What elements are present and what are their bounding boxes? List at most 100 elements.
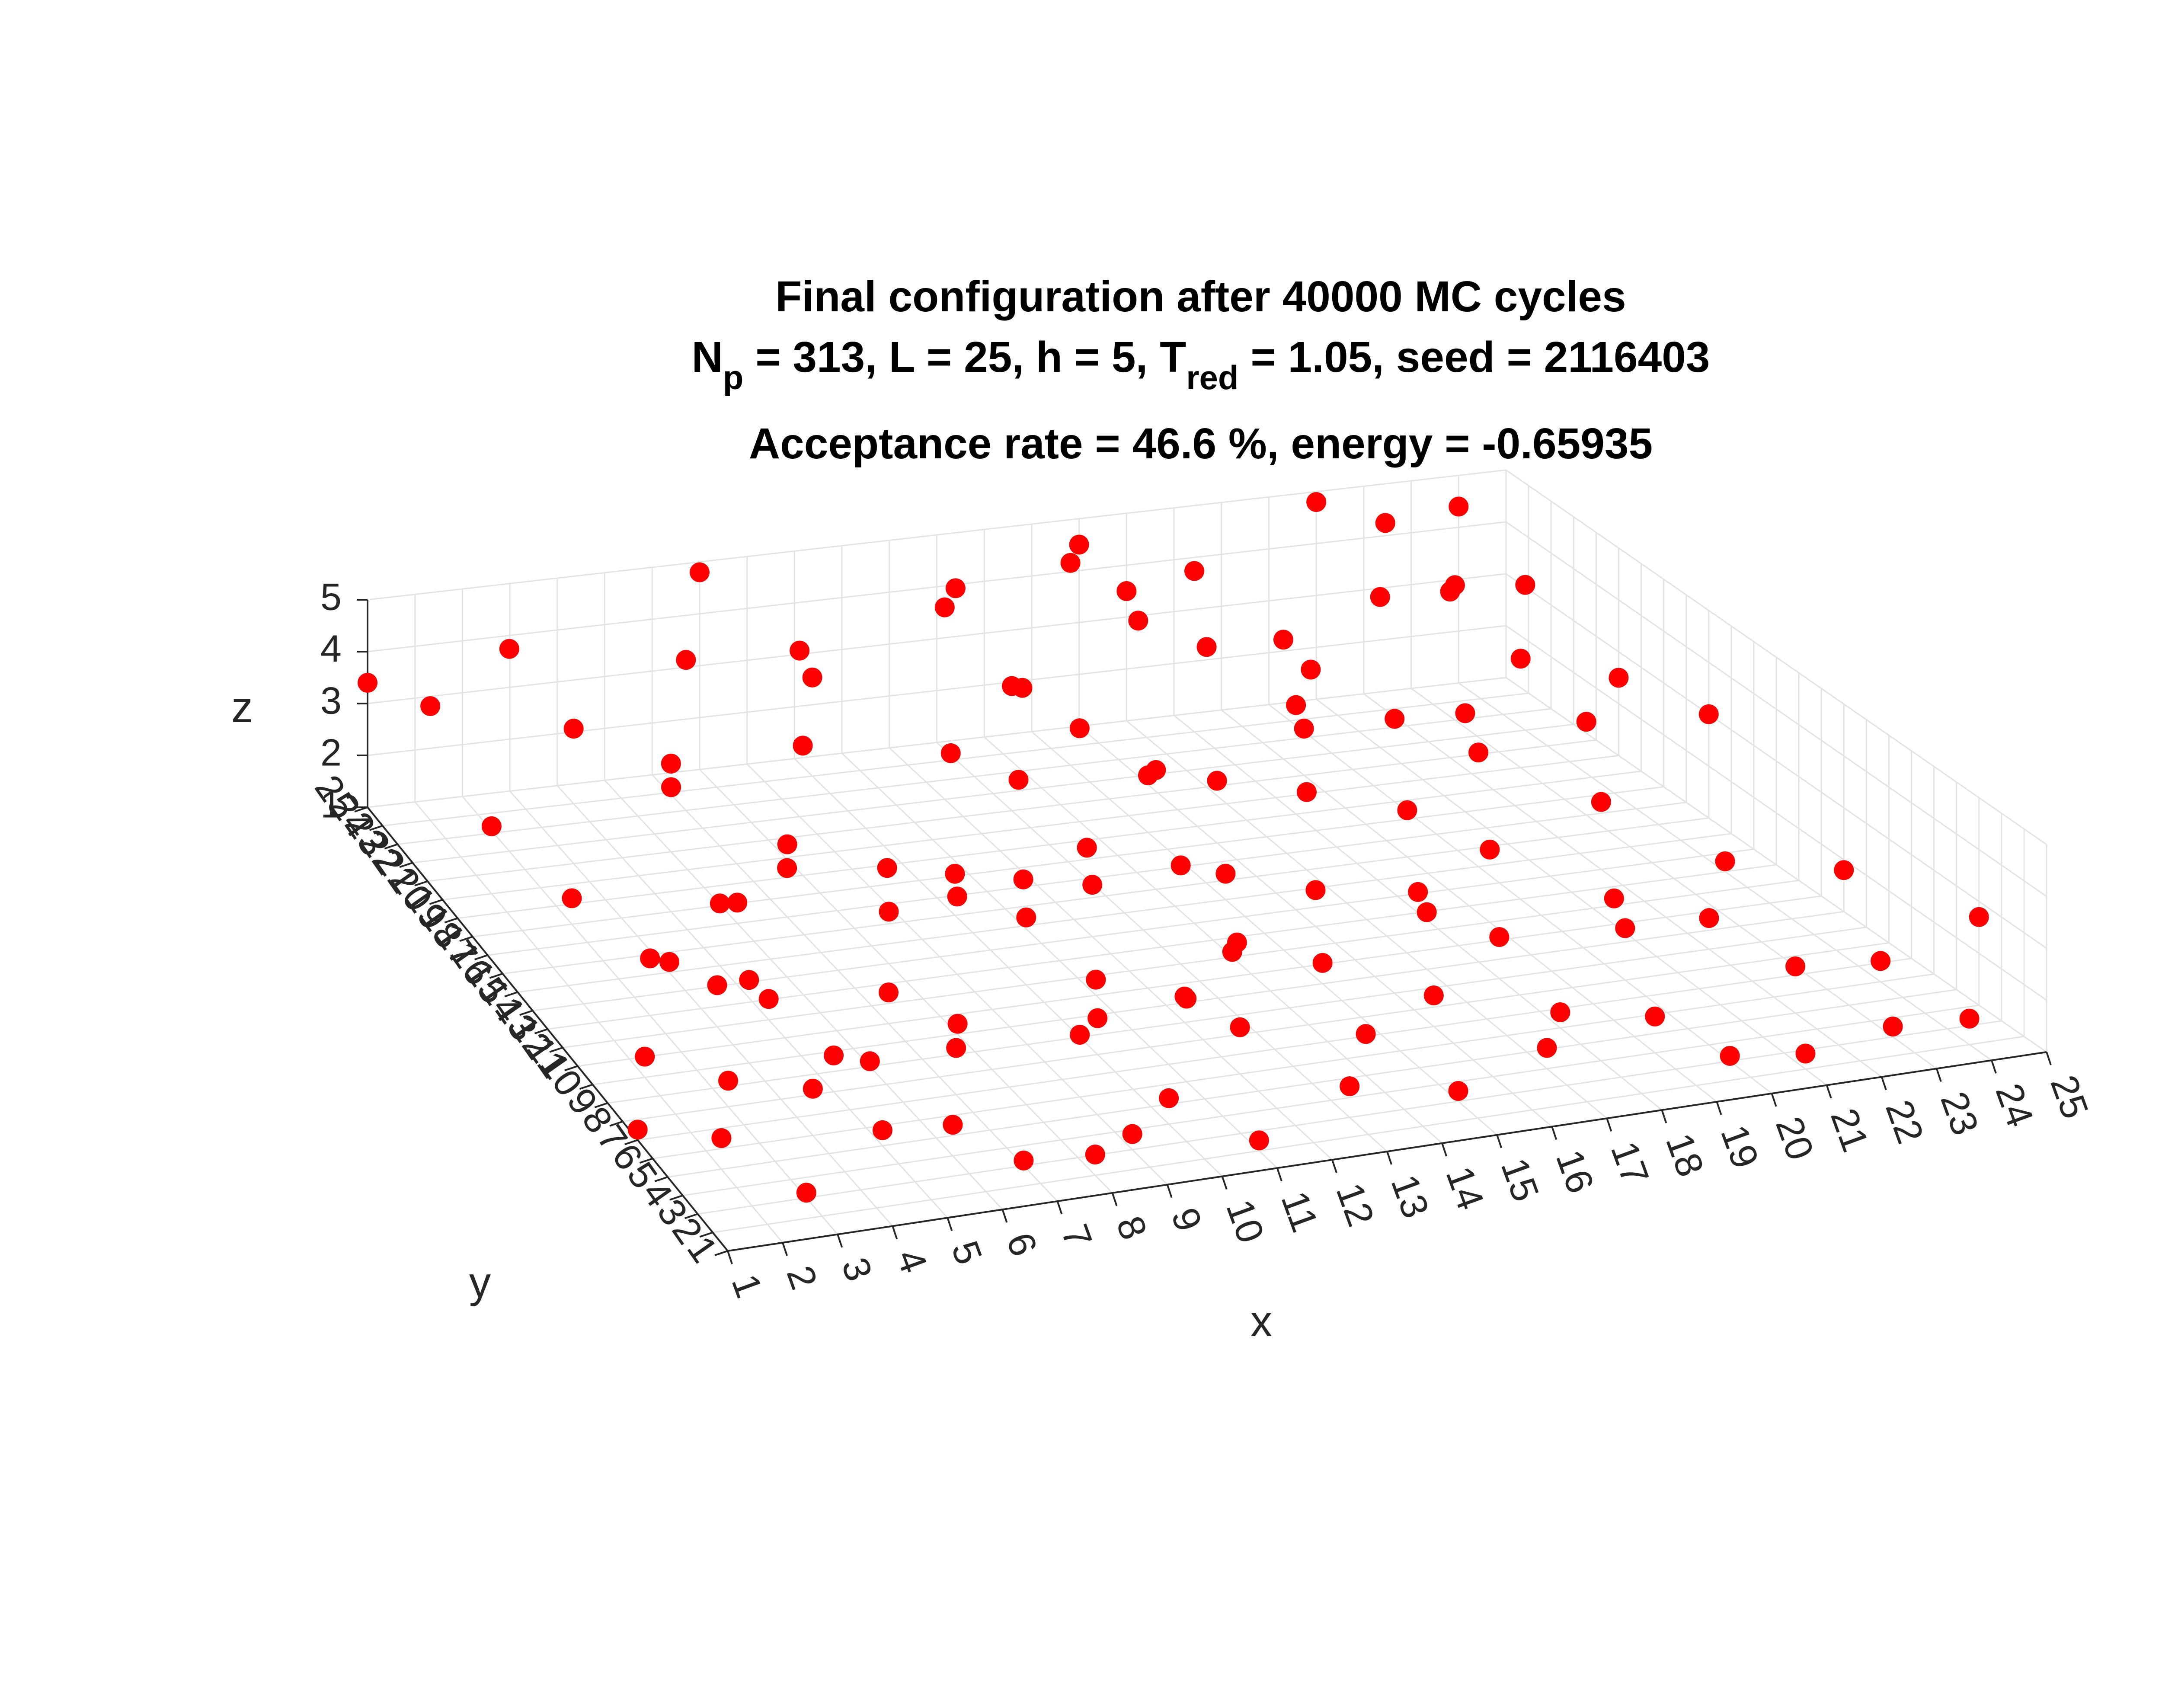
point bbox=[1012, 678, 1033, 698]
y-tick-mark bbox=[714, 1250, 728, 1256]
x-tick-mark bbox=[1166, 1184, 1173, 1198]
point bbox=[1230, 1017, 1250, 1037]
point bbox=[1375, 513, 1395, 533]
z-tick-label: 4 bbox=[320, 627, 342, 670]
grid-line bbox=[367, 521, 1506, 652]
point bbox=[1356, 1024, 1376, 1044]
grid-line bbox=[608, 926, 1867, 1104]
y-tick-mark bbox=[639, 1158, 653, 1164]
point bbox=[1184, 561, 1205, 581]
point bbox=[1408, 882, 1428, 902]
point bbox=[1128, 611, 1148, 631]
y-tick-mark bbox=[534, 1028, 548, 1034]
grid-line bbox=[577, 895, 1822, 1067]
grid-line bbox=[367, 677, 1506, 808]
point bbox=[1969, 907, 1989, 927]
point bbox=[1959, 1008, 1980, 1029]
point bbox=[1489, 927, 1510, 947]
point bbox=[934, 597, 955, 617]
point bbox=[727, 892, 748, 913]
point bbox=[1294, 719, 1314, 739]
point bbox=[1510, 649, 1531, 669]
y-tick-mark bbox=[549, 1046, 563, 1053]
point bbox=[1116, 581, 1137, 601]
title-text: Acceptance rate = 46.6 %, energy = -0.65… bbox=[749, 419, 1653, 468]
x-tick-mark bbox=[1935, 1068, 1942, 1082]
axes bbox=[354, 599, 2052, 1264]
point bbox=[1273, 630, 1293, 650]
point bbox=[481, 816, 502, 836]
point bbox=[1645, 1006, 1665, 1027]
point bbox=[790, 640, 810, 661]
y-tick-mark bbox=[369, 825, 383, 831]
grid-line bbox=[652, 973, 1934, 1159]
point bbox=[1417, 902, 1437, 922]
y-tick-mark bbox=[444, 917, 458, 924]
chart-title: Final configuration after 40000 MC cycle… bbox=[775, 272, 1626, 321]
point bbox=[661, 777, 681, 797]
grid-line bbox=[517, 833, 1732, 993]
point bbox=[803, 1078, 823, 1099]
point bbox=[947, 886, 967, 907]
y-tick-mark bbox=[519, 1010, 533, 1016]
y-tick-mark bbox=[459, 936, 473, 942]
point bbox=[1576, 712, 1596, 732]
title-subscript: p bbox=[723, 358, 744, 397]
point bbox=[1795, 1043, 1816, 1064]
y-tick-mark bbox=[384, 843, 398, 850]
point bbox=[802, 667, 822, 688]
grid-line bbox=[682, 1004, 1979, 1196]
grid-line bbox=[427, 739, 1596, 882]
point bbox=[1698, 704, 1719, 724]
y-tick-mark bbox=[699, 1231, 713, 1238]
point bbox=[1883, 1017, 1903, 1037]
grid-line bbox=[397, 708, 1551, 845]
y-axis-label: y bbox=[469, 1258, 491, 1307]
point bbox=[1715, 851, 1735, 871]
x-axis-label: x bbox=[1251, 1297, 1272, 1346]
point bbox=[1468, 742, 1489, 763]
x-tick-mark bbox=[1881, 1076, 1887, 1091]
point bbox=[872, 1120, 892, 1140]
point bbox=[1060, 553, 1081, 573]
point bbox=[877, 858, 897, 878]
x-tick-mark bbox=[1221, 1176, 1228, 1190]
point bbox=[758, 989, 779, 1009]
point bbox=[1604, 888, 1624, 908]
x-tick-mark bbox=[1001, 1209, 1008, 1223]
point bbox=[1370, 587, 1390, 607]
point bbox=[860, 1051, 880, 1071]
chart-title: Np = 313, L = 25, h = 5, Tred = 1.05, se… bbox=[692, 333, 1710, 397]
title-subscript: red bbox=[1186, 358, 1238, 397]
x-tick-mark bbox=[727, 1251, 733, 1264]
point bbox=[1609, 668, 1629, 688]
point bbox=[1159, 1088, 1179, 1108]
point bbox=[1249, 1130, 1269, 1151]
point bbox=[1340, 1076, 1360, 1097]
point bbox=[1085, 1145, 1105, 1165]
grid-line bbox=[502, 817, 1709, 975]
point bbox=[1174, 986, 1195, 1007]
point bbox=[946, 1038, 966, 1058]
y-tick-mark bbox=[609, 1120, 623, 1127]
grid-line bbox=[592, 911, 1844, 1085]
point bbox=[1397, 800, 1417, 820]
x-tick-mark bbox=[947, 1217, 953, 1231]
x-tick-mark bbox=[2046, 1052, 2052, 1065]
point bbox=[563, 719, 584, 739]
point bbox=[718, 1071, 739, 1091]
point bbox=[1871, 951, 1891, 971]
point bbox=[1615, 918, 1635, 938]
grid-line bbox=[667, 989, 1957, 1178]
point bbox=[711, 1128, 732, 1148]
points bbox=[358, 492, 1989, 1203]
point bbox=[945, 578, 966, 598]
point bbox=[1082, 875, 1103, 895]
y-tick-mark bbox=[624, 1139, 638, 1145]
grid bbox=[367, 469, 2047, 1252]
point bbox=[1449, 496, 1469, 517]
grid-line bbox=[1506, 573, 2047, 949]
point bbox=[499, 639, 519, 659]
y-tick-mark bbox=[399, 862, 413, 868]
